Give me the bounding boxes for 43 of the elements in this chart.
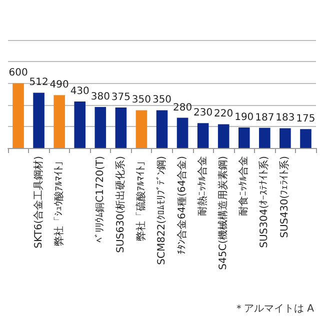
bar — [300, 129, 312, 148]
data-label: 175 — [296, 114, 316, 125]
bar — [197, 123, 209, 148]
x-tick-label: SUS304(ｵｰｽﾃﾅｲﾄ系) — [258, 156, 270, 248]
data-label: 190 — [234, 112, 254, 123]
data-label: 490 — [50, 80, 69, 91]
x-tick-label: S45C(機械構造用炭素鋼) — [217, 156, 230, 270]
bar — [259, 128, 270, 148]
bar — [94, 106, 106, 148]
x-tick-label: 弊社「ｼｭｳ酸ｱﾙﾏｲﾄ」 — [52, 156, 65, 246]
data-label: 600 — [8, 68, 28, 79]
data-label: 220 — [214, 108, 234, 120]
bar — [54, 95, 65, 148]
data-label: 187 — [255, 112, 274, 124]
bar — [136, 110, 148, 148]
bar — [238, 127, 250, 148]
bar — [12, 83, 24, 148]
x-tick-label: SUS430(ﾌｪﾗｲﾄ系) — [278, 156, 291, 238]
x-tick-label: 耐食ﾆｯｹﾙ合金 — [238, 156, 250, 216]
data-label: 350 — [152, 94, 172, 106]
data-label: 512 — [29, 77, 48, 88]
x-tick-label: SUS630(析出硬化系) — [114, 156, 126, 253]
x-tick-label: 耐熱ﾆｯｹﾙ合金 — [196, 156, 209, 216]
bar — [280, 128, 291, 148]
bar — [218, 124, 230, 148]
x-tick-label: ﾍﾞﾘﾘｳﾑ銅C1720(T) — [94, 156, 106, 242]
data-label: 430 — [70, 86, 90, 98]
bar — [156, 110, 168, 148]
bar — [74, 102, 86, 148]
data-label: 380 — [90, 91, 110, 102]
x-tick-label: SCM822(ｸﾛﾑﾓﾘﾌﾞﾃﾞﾝ鋼) — [156, 156, 168, 265]
bar — [115, 108, 127, 148]
data-label: 183 — [276, 112, 295, 124]
x-tick-label: SKT6(合金工具鋼材) — [32, 156, 44, 248]
data-label: 350 — [132, 94, 152, 106]
x-tick-label: 弊社「硫酸ｱﾙﾏｲﾄ」 — [134, 156, 147, 241]
x-tick-label: ﾁﾀﾝ合金64種(64合金) — [176, 156, 188, 254]
text: ＊アルマイトは A — [234, 304, 314, 314]
bar — [176, 118, 188, 148]
data-label: 280 — [172, 102, 192, 114]
data-label: 230 — [194, 108, 213, 119]
data-label: 375 — [111, 92, 130, 103]
bar — [33, 92, 44, 148]
